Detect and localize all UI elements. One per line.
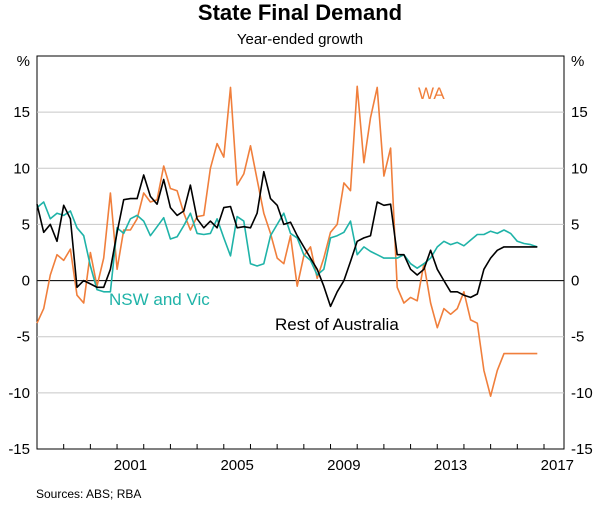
x-tick-label: 2001 <box>114 457 147 474</box>
x-tick-label: 2013 <box>434 457 467 474</box>
chart-title: State Final Demand <box>197 0 403 25</box>
x-tick-label: 2009 <box>327 457 360 474</box>
y-tick-label-left: 15 <box>13 104 30 121</box>
series-line-rest-of-australia <box>36 170 538 308</box>
series-line-wa <box>36 85 538 398</box>
plot-frame <box>36 55 565 450</box>
y-tick-label-left: -10 <box>8 385 30 402</box>
y-tick-label-left: 0 <box>22 273 30 290</box>
x-tick-label: 2005 <box>220 457 253 474</box>
y-tick-label-left: 10 <box>13 160 30 177</box>
y-tick-label-left: 5 <box>22 216 30 233</box>
x-tick-label: 2017 <box>541 457 574 474</box>
series-label: WA <box>418 84 445 103</box>
source-note: Sources: ABS; RBA <box>36 487 142 501</box>
y-tick-label-right: -10 <box>571 385 593 402</box>
y-tick-label-right: 10 <box>571 160 588 177</box>
y-tick-label-left: -15 <box>8 441 30 458</box>
series-label: NSW and Vic <box>109 290 210 309</box>
series-label: Rest of Australia <box>275 315 399 334</box>
y-tick-label-right: -15 <box>571 441 593 458</box>
y-tick-label-right: 0 <box>571 273 579 290</box>
y-tick-label-right: -5 <box>571 329 584 346</box>
y-tick-label-right: 15 <box>571 104 588 121</box>
y-tick-label-left: -5 <box>17 329 30 346</box>
y-tick-label-right: 5 <box>571 216 579 233</box>
y-unit-left: % <box>17 53 30 70</box>
y-unit-right: % <box>571 53 584 70</box>
chart-subtitle: Year-ended growth <box>236 31 364 48</box>
